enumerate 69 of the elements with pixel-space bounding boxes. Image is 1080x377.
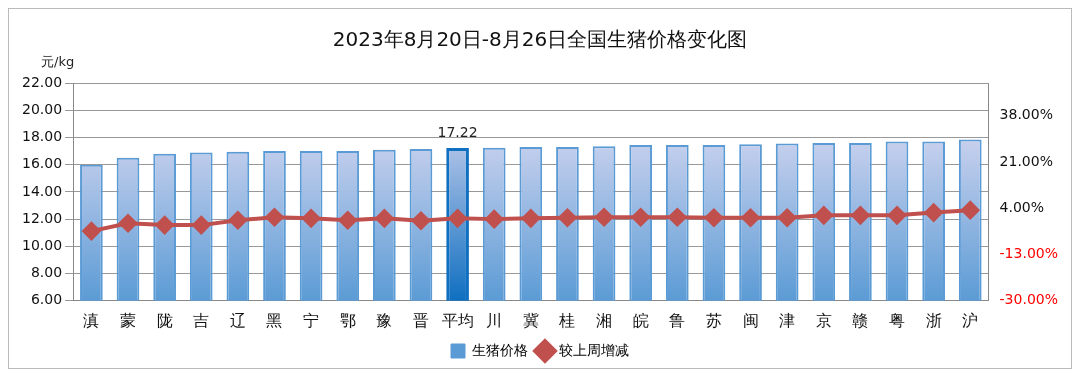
- x-tick-label: 粤: [889, 310, 906, 330]
- x-tick-label: 沪: [962, 310, 979, 330]
- point: [741, 208, 760, 227]
- x-tick-label: 陇: [156, 310, 173, 330]
- x-tick-label: 黑: [266, 310, 283, 330]
- x-tick-label: 鄂: [339, 310, 356, 330]
- point: [631, 208, 650, 227]
- y2-tick-label: 38.00%: [999, 106, 1053, 123]
- point: [961, 201, 980, 220]
- x-tick-label: 川: [486, 310, 503, 330]
- point: [228, 211, 247, 230]
- point: [375, 209, 394, 228]
- x-tick-label: 平均: [441, 310, 474, 330]
- x-tick-label: 浙: [925, 310, 942, 330]
- x-tick-label: 桂: [558, 310, 576, 330]
- legend-label: 生猪价格: [472, 341, 528, 358]
- point: [778, 208, 797, 227]
- y2-tick-label: -13.00%: [999, 245, 1058, 262]
- y-tick-label: 18.00: [21, 128, 63, 145]
- x-tick-label: 湘: [596, 310, 613, 330]
- y-tick-label: 16.00: [21, 155, 63, 172]
- data-label: 17.22: [437, 123, 478, 140]
- point: [924, 203, 943, 222]
- point: [558, 208, 577, 227]
- x-tick-label: 辽: [229, 310, 246, 330]
- y-tick-label: 8.00: [30, 264, 63, 281]
- y-tick-label: 12.00: [21, 209, 63, 226]
- point: [595, 208, 614, 227]
- point: [851, 206, 870, 225]
- x-tick-label: 闽: [742, 310, 759, 330]
- point: [888, 206, 907, 225]
- x-tick-label: 豫: [376, 310, 393, 330]
- point: [302, 209, 321, 228]
- x-tick-label: 晋: [412, 310, 429, 330]
- point: [814, 206, 833, 225]
- x-tick-label: 冀: [522, 310, 539, 330]
- point: [82, 222, 101, 241]
- x-tick-label: 宁: [303, 310, 320, 330]
- legend-label: 较上周增减: [559, 341, 629, 358]
- chart-title: 2023年8月20日-8月26日全国生猪价格变化图: [332, 27, 748, 52]
- point: [448, 209, 467, 228]
- x-tick-label: 鲁: [669, 310, 686, 330]
- y-tick-label: 14.00: [21, 182, 63, 199]
- x-tick-label: 苏: [705, 310, 722, 330]
- x-tick-label: 滇: [83, 310, 100, 330]
- point: [192, 216, 211, 235]
- point: [704, 208, 723, 227]
- y2-tick-label: 4.00%: [999, 198, 1045, 215]
- y-tick-label: 6.00: [30, 291, 63, 308]
- x-tick-label: 吉: [193, 310, 210, 330]
- y-tick-label: 22.00: [21, 73, 63, 90]
- point: [485, 210, 504, 229]
- x-tick-label: 赣: [852, 310, 869, 330]
- point: [338, 211, 357, 230]
- y-axis-title: 元/kg: [41, 53, 75, 69]
- y-tick-label: 10.00: [21, 236, 63, 253]
- point: [521, 209, 540, 228]
- y2-tick-label: -30.00%: [999, 291, 1058, 308]
- point: [265, 208, 284, 227]
- point: [668, 208, 687, 227]
- y-tick-label: 20.00: [21, 100, 63, 117]
- point: [119, 214, 138, 233]
- x-tick-label: 皖: [632, 310, 649, 330]
- point: [411, 211, 430, 230]
- x-tick-label: 京: [815, 310, 832, 330]
- x-tick-label: 津: [779, 310, 796, 330]
- y2-tick-label: 21.00%: [999, 152, 1053, 169]
- x-tick-label: 蒙: [120, 310, 137, 330]
- point: [155, 216, 174, 235]
